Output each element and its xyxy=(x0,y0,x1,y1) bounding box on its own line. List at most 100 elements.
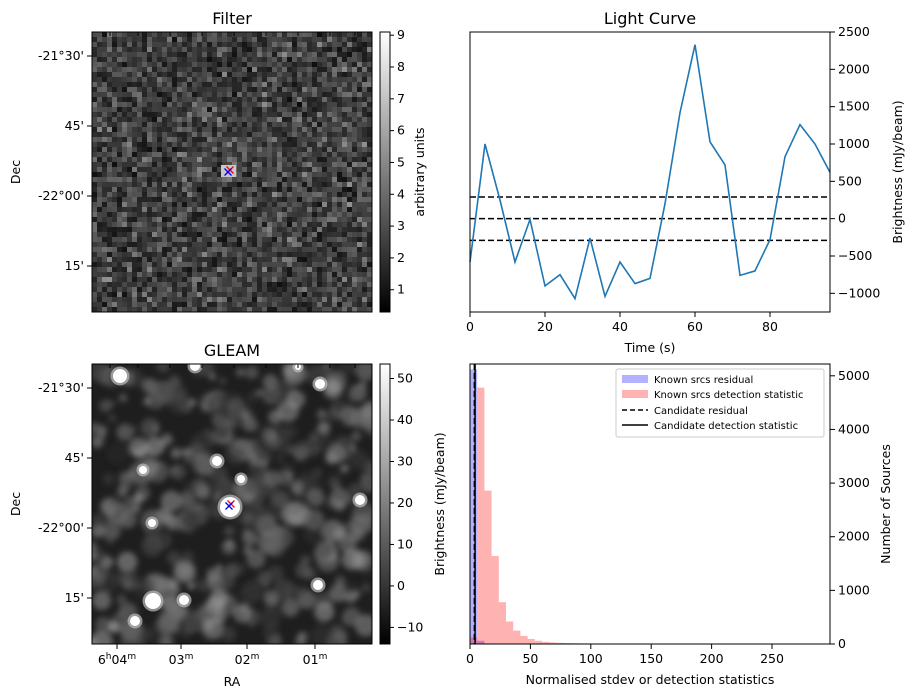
dec-tick-label: -22°00' xyxy=(38,188,84,203)
legend-swatch-residual xyxy=(622,375,648,383)
y-tick-label: 2000 xyxy=(838,529,870,544)
histogram-ylabel: Number of Sources xyxy=(878,444,893,564)
light-curve-x-ticks: 0 20 40 60 80 xyxy=(466,312,778,334)
light-curve-y-ticks: −1000 −500 0 500 1000 1500 2000 2500 xyxy=(830,24,880,300)
y-tick-label: 3000 xyxy=(838,475,870,490)
light-curve-panel: Light Curve 0 20 40 60 80 −1000 −500 0 500 1000 1… xyxy=(466,9,905,355)
marker-x xyxy=(225,502,233,510)
legend-swatch-detection xyxy=(622,390,648,398)
marker-x xyxy=(224,168,232,176)
filter-colorbar-ticks: 1 2 3 4 5 6 7 8 9 xyxy=(390,27,405,297)
detection-bar xyxy=(477,387,485,644)
colorbar-tick-label: 7 xyxy=(397,91,405,106)
colorbar-tick-label: 9 xyxy=(397,27,405,42)
y-tick-label: 5000 xyxy=(838,368,870,383)
gleam-panel: GLEAM -21°30'45'-22°00'15' 6h04m 03m 02m 01… xyxy=(8,341,447,689)
filter-panel: Filter -21°30' 45' -22°00' 15' Dec 1 2 3 4 5 6 7 8… xyxy=(8,9,427,313)
colorbar-tick-label: 5 xyxy=(397,154,405,169)
colorbar-tick-label: 3 xyxy=(397,218,405,233)
detection-bar xyxy=(506,621,514,644)
colorbar-tick-label: 2 xyxy=(397,250,405,265)
dec-tick-label: 15' xyxy=(65,590,84,605)
legend-label-residual: Known srcs residual xyxy=(654,375,753,386)
detection-bar xyxy=(491,556,499,644)
light-curve-xlabel: Time (s) xyxy=(624,340,676,355)
dec-tick-label: -22°00' xyxy=(38,520,84,535)
y-tick-label: 4000 xyxy=(838,421,870,436)
colorbar-tick-label: −10 xyxy=(397,619,423,634)
colorbar-tick-label: 1 xyxy=(397,282,405,297)
x-tick-label: 50 xyxy=(522,651,538,666)
y-tick-label: 500 xyxy=(838,173,862,188)
x-tick-label: 80 xyxy=(762,319,778,334)
gleam-image xyxy=(92,364,372,644)
x-tick-label: 250 xyxy=(760,651,784,666)
colorbar-tick-label: 8 xyxy=(397,59,405,74)
x-tick-label: 100 xyxy=(579,651,603,666)
colorbar-tick-label: 20 xyxy=(397,495,413,510)
detection-bar xyxy=(513,630,521,644)
detection-bar xyxy=(534,640,542,644)
legend-box xyxy=(615,368,825,438)
filter-title: Filter xyxy=(212,9,252,28)
histogram-xlabel: Normalised stdev or detection statistics xyxy=(526,672,775,687)
x-tick-label: 0 xyxy=(466,319,474,334)
gleam-dec-ticks: -21°30' 45' -22°00' 15' xyxy=(38,364,356,605)
colorbar-tick-label: 30 xyxy=(397,453,413,468)
y-tick-label: 1500 xyxy=(838,99,870,114)
x-tick-label: 60 xyxy=(687,319,703,334)
dec-tick-label: -21°30' xyxy=(38,380,84,395)
x-tick-label: 0 xyxy=(466,651,474,666)
detection-bar xyxy=(498,602,506,644)
gleam-xlabel: RA xyxy=(224,674,241,689)
gleam-markers xyxy=(225,500,235,510)
light-curve-background xyxy=(470,32,830,312)
light-curve-title: Light Curve xyxy=(604,9,696,28)
ra-tick-label: 02m xyxy=(235,652,260,667)
y-tick-label: 1000 xyxy=(838,582,870,597)
filter-dec-ticks: -21°30' 45' -22°00' 15' xyxy=(38,32,356,273)
colorbar-tick-label: 0 xyxy=(397,578,405,593)
light-curve-series-line xyxy=(469,44,831,301)
ra-tick-label: 03m xyxy=(169,652,194,667)
ra-tick-label: 01m xyxy=(303,652,328,667)
detection-bar xyxy=(549,642,557,644)
histogram-frame xyxy=(469,363,831,645)
y-tick-label: −500 xyxy=(838,248,872,263)
legend-label-candidate-detection: Candidate detection statistic xyxy=(654,421,798,432)
detection-bar xyxy=(527,638,535,644)
histogram-vlines xyxy=(473,364,476,644)
histogram-y-ticks: 0 1000 2000 3000 4000 5000 xyxy=(830,368,870,651)
detection-bar xyxy=(542,641,550,644)
gleam-colorbar-ticks: −10 0 10 20 30 40 50 xyxy=(390,371,423,634)
dec-tick-label: 45' xyxy=(65,118,84,133)
gleam-ra-ticks: 6h04m 03m 02m 01m xyxy=(98,644,328,667)
dec-tick-label: 45' xyxy=(65,450,84,465)
ra-tick-label: 6h04m xyxy=(98,652,136,667)
histogram-x-ticks: 0 50 100 150 200 250 xyxy=(466,644,784,666)
filter-colorbar-label: arbitrary units xyxy=(412,127,427,216)
filter-ylabel: Dec xyxy=(8,160,23,184)
legend-label-detection: Known srcs detection statistic xyxy=(654,390,803,401)
colorbar-tick-label: 10 xyxy=(397,536,413,551)
y-tick-label: −1000 xyxy=(838,285,880,300)
x-tick-label: 40 xyxy=(612,319,628,334)
gleam-colorbar xyxy=(379,363,391,645)
detection-bar xyxy=(470,637,478,644)
y-tick-label: 1000 xyxy=(838,136,870,151)
x-tick-label: 20 xyxy=(537,319,553,334)
histogram-bars xyxy=(470,369,830,644)
filter-frame xyxy=(91,31,373,313)
histogram-legend: Known srcs residual Known srcs detection… xyxy=(615,368,825,438)
dec-tick-label: -21°30' xyxy=(38,48,84,63)
gleam-frame xyxy=(91,363,373,645)
detection-bar xyxy=(556,642,564,644)
gleam-title: GLEAM xyxy=(204,341,260,360)
colorbar-tick-label: 40 xyxy=(397,412,413,427)
gleam-ylabel: Dec xyxy=(8,492,23,516)
legend-label-candidate-residual: Candidate residual xyxy=(654,406,748,417)
light-curve-frame xyxy=(469,31,831,313)
dec-tick-label: 15' xyxy=(65,258,84,273)
residual-bar xyxy=(470,369,478,644)
